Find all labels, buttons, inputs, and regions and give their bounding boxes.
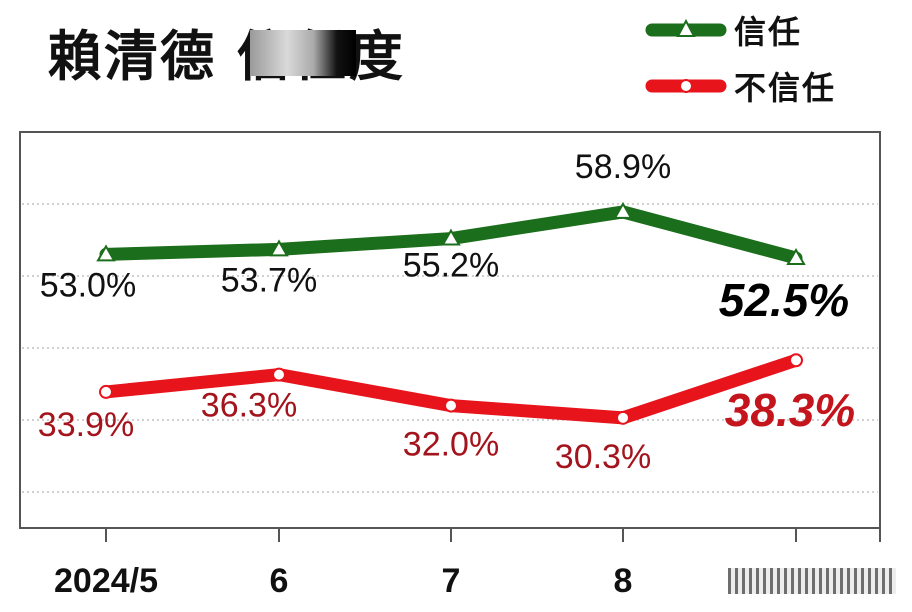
trust-data-label-3: 58.9% xyxy=(575,148,671,186)
x-tick-label-2: 7 xyxy=(442,562,461,600)
trust-data-label-0: 53.0% xyxy=(40,266,136,304)
trust-data-label-4: 52.5% xyxy=(719,274,849,326)
plot-frame xyxy=(19,131,881,529)
distrust-point-1 xyxy=(272,367,286,382)
x-tick-label-1: 6 xyxy=(270,562,289,600)
trust-point-2 xyxy=(441,228,461,246)
x-tick-label-0: 2024/5 xyxy=(54,562,158,600)
distrust-data-label-1: 36.3% xyxy=(201,387,297,425)
triangle-icon xyxy=(676,18,696,37)
distrust-data-label-0: 33.9% xyxy=(38,406,134,444)
trust-data-label-1: 53.7% xyxy=(221,261,317,299)
distrust-point-0 xyxy=(99,384,113,399)
circle-icon xyxy=(679,79,693,93)
distrust-point-3 xyxy=(616,410,630,425)
trust-point-1 xyxy=(269,239,289,257)
legend-label-trust: 信任 xyxy=(734,13,803,51)
title-redaction-block xyxy=(250,30,356,76)
legend-item-trust: 信任 xyxy=(644,10,803,51)
distrust-point-2 xyxy=(444,398,458,413)
watermark xyxy=(728,568,896,594)
trust-point-3 xyxy=(613,201,633,219)
distrust-data-label-4: 38.3% xyxy=(725,384,855,436)
distrust-data-label-3: 30.3% xyxy=(555,438,651,476)
distrust-data-label-2: 32.0% xyxy=(403,426,499,464)
legend-distrust-line-icon xyxy=(645,79,727,93)
trust-point-0 xyxy=(96,244,116,262)
x-tick-label-3: 8 xyxy=(614,562,633,600)
legend-item-distrust: 不信任 xyxy=(644,66,837,107)
trust-data-label-2: 55.2% xyxy=(403,247,499,285)
distrust-point-4 xyxy=(789,353,803,368)
trust-point-4 xyxy=(786,247,806,265)
legend-trust-line-icon xyxy=(645,18,727,37)
legend-label-distrust: 不信任 xyxy=(734,69,837,107)
